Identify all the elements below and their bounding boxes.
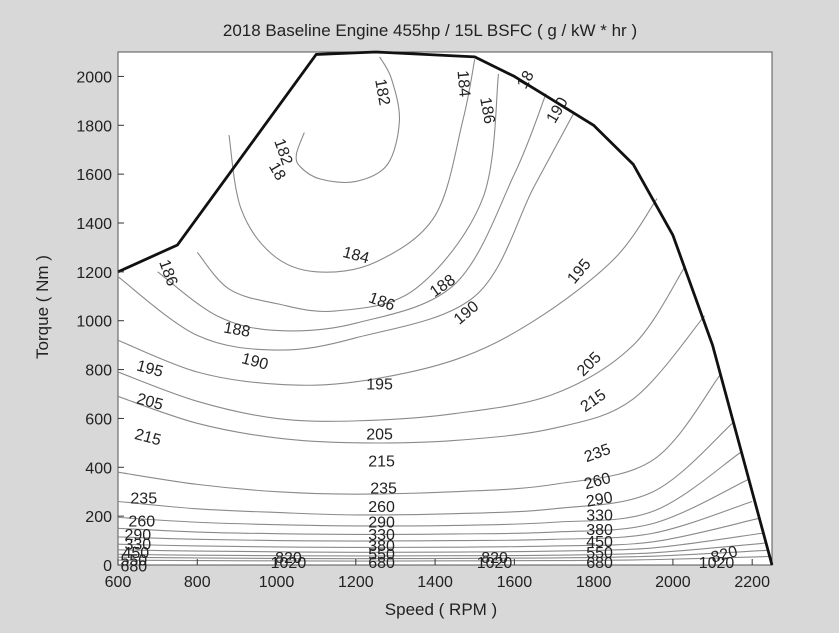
contour-label: 820: [275, 550, 302, 567]
contour-label: 18: [265, 160, 289, 184]
contour-label: 550: [586, 545, 613, 562]
contour-label: 290: [368, 515, 395, 532]
contour-lines: [118, 56, 771, 562]
contour-label: 260: [582, 470, 612, 493]
contour-line-182: [295, 56, 400, 184]
contour-line-235: [118, 374, 721, 495]
contour-label: 1020: [271, 555, 307, 572]
plot-area: [117, 51, 773, 566]
contour-label: 290: [124, 527, 151, 544]
x-tick-label: 1200: [338, 574, 374, 591]
contour-label: 290: [585, 489, 614, 510]
y-tick-label: 600: [85, 411, 112, 428]
contour-label: 186: [476, 96, 497, 125]
contour-label: 205: [366, 427, 393, 444]
contour-label: 182: [371, 78, 392, 107]
contour-label: 260: [128, 513, 155, 530]
contour-line-205: [118, 266, 686, 422]
contour-line-680: [118, 542, 767, 557]
contour-label: 215: [133, 426, 163, 449]
contour-line-450: [118, 518, 759, 548]
contour-label: 550: [368, 546, 395, 563]
y-axis-label: Torque ( Nm ): [33, 255, 52, 359]
contour-label: 330: [124, 537, 151, 554]
contour-label: 820: [481, 550, 508, 567]
contour-line-820: [118, 549, 769, 560]
contour-label: 184: [341, 244, 371, 267]
x-tick-label: 1400: [417, 574, 453, 591]
contour-label: 550: [121, 553, 148, 570]
contour-label: 380: [586, 522, 613, 539]
contour-line-1020: [118, 555, 771, 562]
contour-line-190: [118, 112, 575, 351]
contour-label: 820: [709, 543, 739, 566]
contour-label: 680: [121, 559, 148, 576]
x-tick-label: 1800: [576, 574, 612, 591]
x-tick-label: 800: [184, 574, 211, 591]
contour-label: 330: [586, 507, 613, 524]
x-tick-label: 1600: [497, 574, 533, 591]
x-axis-ticks: 600 800 1000 1200 1400 1600 1800 2000 2200: [105, 559, 770, 591]
x-tick-label: 2200: [734, 574, 770, 591]
y-tick-label: 2000: [76, 69, 112, 86]
contour-label: 680: [586, 555, 613, 572]
contour-label: 190: [240, 350, 270, 373]
contour-label: 1020: [477, 555, 513, 572]
contour-line-184: [228, 59, 476, 273]
contour-label: 205: [135, 391, 165, 414]
y-tick-label: 0: [103, 558, 112, 575]
y-tick-label: 1600: [76, 167, 112, 184]
contour-label: 680: [368, 555, 395, 572]
contour-label: 450: [122, 545, 149, 562]
contour-label: 195: [366, 377, 393, 394]
contour-line-186: [196, 73, 500, 313]
x-tick-label: 600: [105, 574, 132, 591]
y-tick-label: 1200: [76, 265, 112, 282]
contour-line-260: [118, 422, 733, 516]
contour-label: 330: [368, 527, 395, 544]
contour-labels: 182 1841861819018218186184186188190195188…: [121, 68, 740, 576]
contour-label: 188: [222, 320, 251, 341]
contour-line-195: [118, 198, 658, 386]
contour-label: 195: [135, 358, 165, 381]
torque-envelope-curve: [117, 50, 774, 566]
contour-label: 260: [368, 499, 395, 516]
contour-line-215: [118, 315, 706, 444]
contour-line-330: [118, 479, 749, 536]
contour-line-550: [118, 532, 763, 553]
contour-label: 215: [368, 454, 395, 471]
x-tick-label: 2000: [655, 574, 691, 591]
contour-label: 450: [586, 534, 613, 551]
y-tick-label: 200: [85, 509, 112, 526]
y-tick-label: 1000: [76, 314, 112, 331]
contour-label: 1020: [699, 555, 735, 572]
x-axis-label: Speed ( RPM ): [385, 600, 497, 619]
y-axis-ticks: 0 200 400 600 800 1000 1200 1400 1600 1800 2000: [76, 69, 124, 575]
y-tick-label: 800: [85, 363, 112, 380]
contour-label: 380: [368, 538, 395, 555]
contour-label: 184: [453, 70, 472, 98]
contour-line-290: [118, 452, 741, 527]
chart-title: 2018 Baseline Engine 455hp / 15L BSFC ( …: [223, 21, 637, 40]
y-tick-label: 1400: [76, 216, 112, 233]
x-tick-label: 1000: [259, 574, 295, 591]
contour-label: 235: [130, 490, 157, 507]
contour-label: 235: [370, 480, 397, 497]
y-tick-label: 400: [85, 460, 112, 477]
contour-line-380: [118, 500, 753, 542]
y-tick-label: 1800: [76, 118, 112, 135]
contour-line-188: [157, 93, 547, 332]
